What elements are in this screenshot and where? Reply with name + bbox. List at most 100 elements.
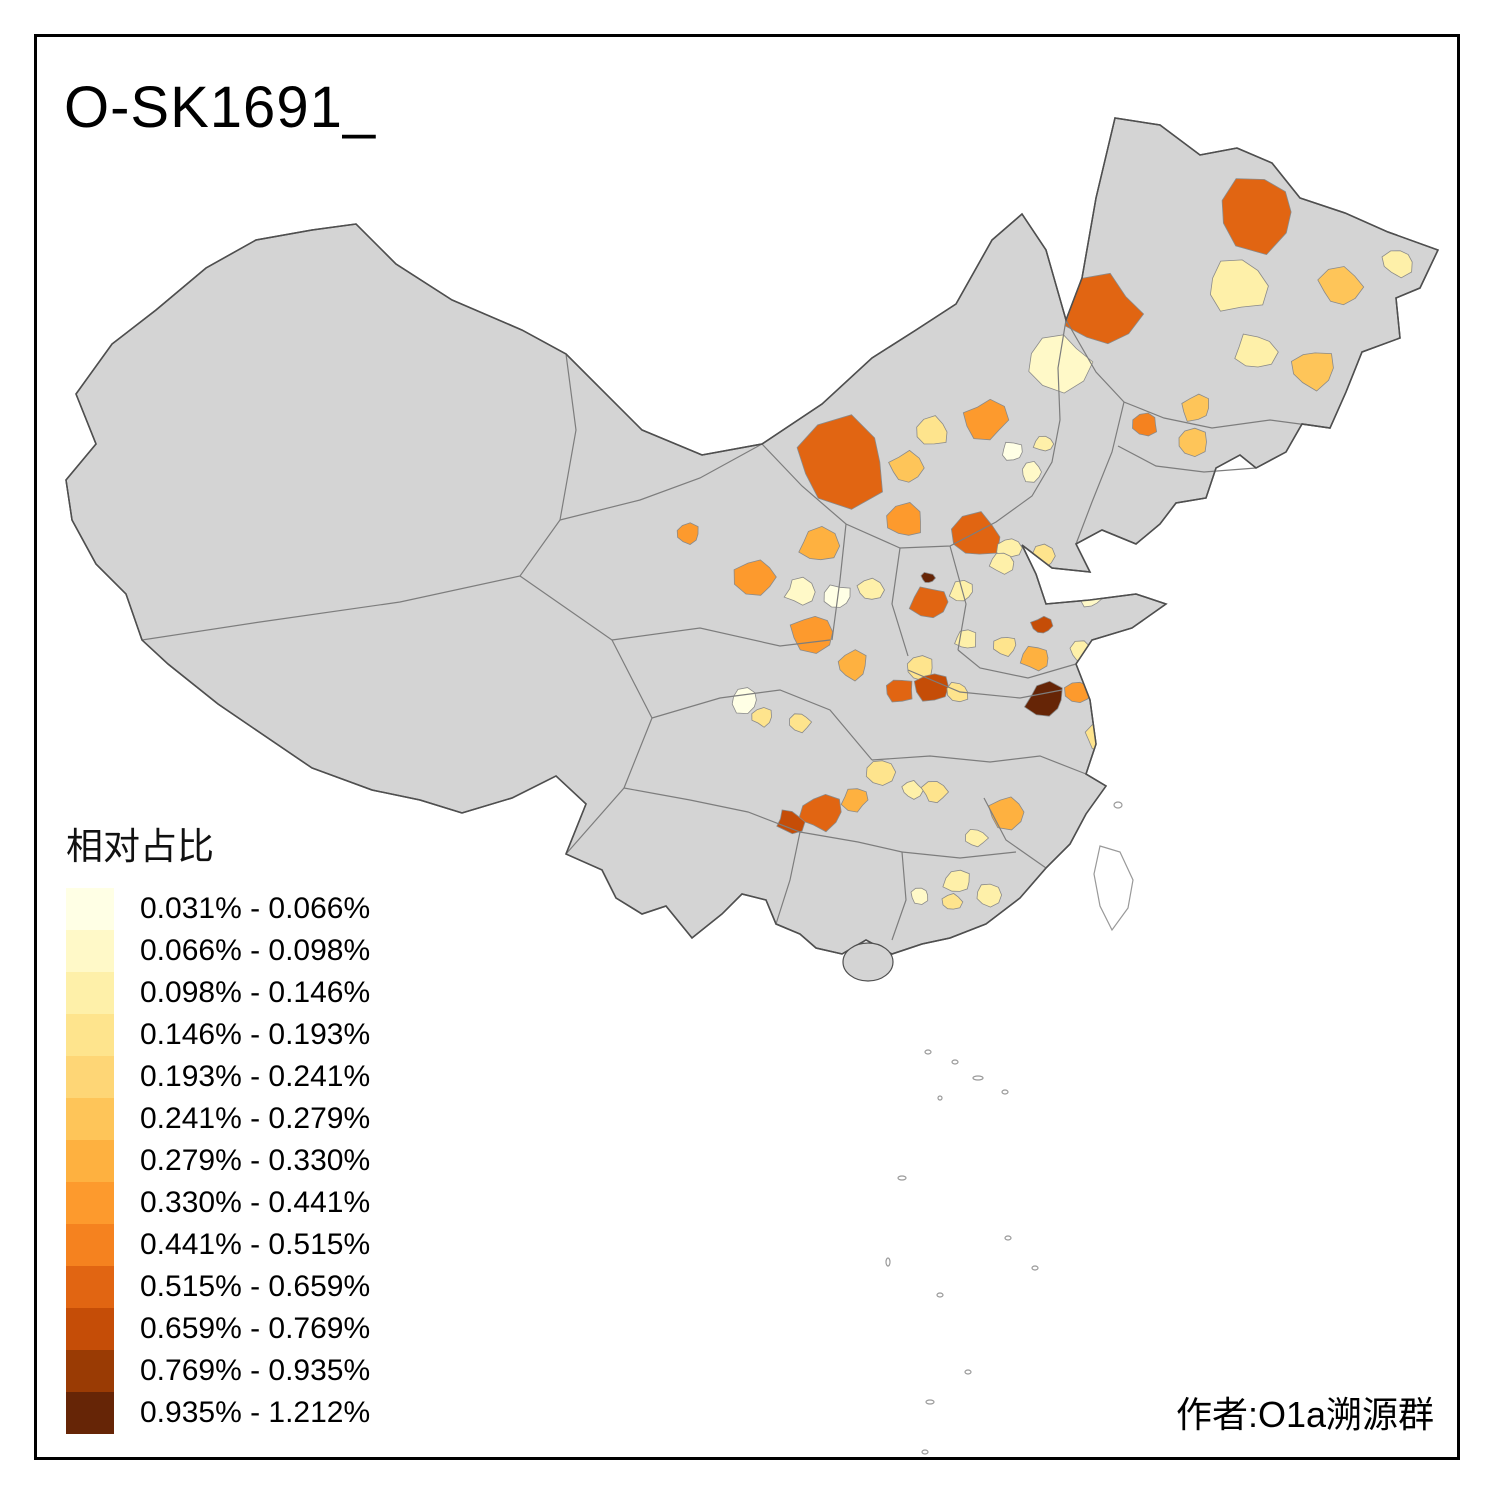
legend-label: 0.098% - 0.146%: [140, 976, 371, 1009]
map-region: [1002, 441, 1023, 461]
legend-label: 0.769% - 0.935%: [140, 1354, 371, 1387]
legend-swatch: [66, 1140, 114, 1182]
map-region: [920, 781, 950, 804]
map-region: [988, 552, 1015, 575]
legend-label: 0.146% - 0.193%: [140, 1018, 371, 1051]
legend-title: 相对占比: [66, 826, 214, 867]
legend-swatch: [66, 1266, 114, 1308]
map-region: [885, 679, 913, 703]
map-region: [1381, 250, 1413, 279]
hainan-island: [842, 942, 894, 982]
map-region: [840, 788, 869, 813]
legend-swatch: [66, 1056, 114, 1098]
islands-layer: [842, 801, 1134, 1455]
map-region: [954, 629, 977, 649]
map-region: [1125, 724, 1147, 747]
map-region: [1209, 259, 1269, 312]
legend-swatch: [66, 1392, 114, 1434]
map-region: [1022, 460, 1042, 483]
legend-item: 0.241% - 0.279%: [66, 1098, 370, 1140]
choropleth-regions-layer: [676, 178, 1413, 910]
map-region: [993, 637, 1017, 657]
map-region: [1181, 393, 1209, 422]
legend-item: 0.515% - 0.659%: [66, 1266, 370, 1308]
legend-item: 0.031% - 0.066%: [66, 888, 370, 930]
map-region: [942, 869, 970, 892]
legend-label: 0.515% - 0.659%: [140, 1270, 371, 1303]
legend-label: 0.031% - 0.066%: [140, 892, 371, 925]
map-region: [798, 793, 842, 833]
taiwan-island: [1093, 845, 1134, 932]
map-region: [1106, 638, 1131, 659]
map-region: [901, 780, 925, 800]
legend-swatch: [66, 1308, 114, 1350]
map-region: [789, 713, 813, 734]
legend-swatch: [66, 1224, 114, 1266]
map-region: [1317, 266, 1365, 306]
map-region: [1028, 334, 1094, 394]
legend-label: 0.066% - 0.098%: [140, 934, 371, 967]
map-region: [856, 577, 885, 600]
legend-swatch: [66, 972, 114, 1014]
legend-swatch: [66, 1182, 114, 1224]
china-outline-stroke: [65, 117, 1440, 955]
map-region: [886, 502, 921, 536]
south-china-sea-islets: [885, 801, 1123, 1455]
legend-item: 0.193% - 0.241%: [66, 1056, 370, 1098]
legend-label: 0.279% - 0.330%: [140, 1144, 371, 1177]
map-region: [798, 525, 841, 561]
province-borders: [141, 319, 1331, 941]
map-region: [837, 649, 867, 682]
legend-swatch: [66, 888, 114, 930]
map-region: [946, 681, 969, 703]
legend-item: 0.279% - 0.330%: [66, 1140, 370, 1182]
map-region: [913, 673, 949, 702]
map-region: [1023, 680, 1063, 717]
map-region: [988, 796, 1025, 831]
map-region: [1221, 178, 1292, 256]
map-region: [1097, 693, 1123, 717]
map-region: [1029, 615, 1054, 634]
legend-label: 0.935% - 1.212%: [140, 1396, 371, 1429]
map-region: [948, 579, 973, 602]
map-region: [962, 398, 1010, 441]
map-region: [941, 893, 964, 910]
map-region: [920, 571, 937, 583]
legend-rows: 0.031% - 0.066% 0.066% - 0.098% 0.098% - 0…: [66, 888, 370, 1434]
map-region: [1234, 333, 1279, 368]
legend-swatch: [66, 1350, 114, 1392]
map-region: [976, 883, 1003, 908]
map-region: [1178, 427, 1207, 458]
legend-label: 0.193% - 0.241%: [140, 1060, 371, 1093]
map-region: [916, 415, 948, 445]
legend-item: 0.659% - 0.769%: [66, 1308, 370, 1350]
map-region: [776, 809, 806, 835]
attribution: 作者:O1a溯源群: [1175, 1394, 1434, 1435]
map-region: [1053, 575, 1081, 597]
map-region: [888, 449, 925, 483]
map-region: [789, 615, 834, 654]
legend-swatch: [66, 1014, 114, 1056]
legend-item: 0.935% - 1.212%: [66, 1392, 370, 1434]
map-region: [783, 576, 816, 606]
legend-item: 0.441% - 0.515%: [66, 1224, 370, 1266]
legend-item: 0.146% - 0.193%: [66, 1014, 370, 1056]
legend-swatch: [66, 1098, 114, 1140]
map-region: [733, 559, 777, 596]
legend-label: 0.330% - 0.441%: [140, 1186, 371, 1219]
map-region: [751, 707, 772, 728]
map-region: [908, 586, 949, 619]
map-region: [1132, 412, 1158, 437]
legend-item: 0.330% - 0.441%: [66, 1182, 370, 1224]
legend-swatch: [66, 930, 114, 972]
map-region: [965, 828, 990, 848]
legend-item: 0.098% - 0.146%: [66, 972, 370, 1014]
legend-item: 0.769% - 0.935%: [66, 1350, 370, 1392]
legend: 相对占比 0.031% - 0.066% 0.066% - 0.098% 0.098…: [66, 816, 370, 1434]
map-region: [676, 522, 699, 545]
page-title: O-SK1691_: [64, 75, 377, 140]
map-region: [1290, 352, 1334, 392]
map-region: [823, 584, 851, 608]
legend-label: 0.659% - 0.769%: [140, 1312, 371, 1345]
